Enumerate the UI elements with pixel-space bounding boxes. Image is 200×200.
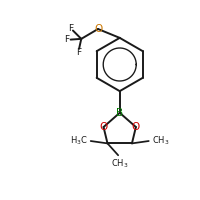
Text: F: F — [76, 48, 81, 57]
Text: H$_3$C: H$_3$C — [70, 135, 88, 147]
Text: CH$_3$: CH$_3$ — [152, 135, 169, 147]
Text: CH$_3$: CH$_3$ — [111, 158, 128, 170]
Text: O: O — [99, 122, 108, 132]
Text: O: O — [94, 24, 102, 34]
Text: F: F — [68, 24, 73, 33]
Text: O: O — [132, 122, 140, 132]
Text: B: B — [116, 108, 123, 118]
Text: F: F — [65, 35, 70, 44]
